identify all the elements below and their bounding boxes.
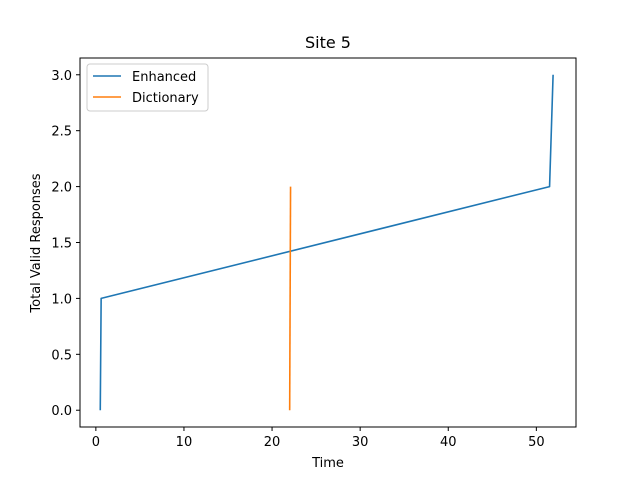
y-tick-label: 2.5 [51,125,72,140]
y-tick-label: 0.0 [51,404,72,419]
x-tick-label: 10 [176,435,193,450]
plot-frame [79,57,577,428]
y-axis-ticks: 0.0 0.5 1.0 1.5 2.0 2.5 3.0 [51,69,80,419]
y-tick-label: 3.0 [51,69,72,84]
x-tick-label: 30 [352,435,369,450]
y-axis-label: Total Valid Responses [29,173,44,313]
legend: Enhanced Dictionary [86,63,209,112]
legend-label-enhanced: Enhanced [132,70,196,85]
y-tick-label: 1.5 [51,237,72,252]
chart-title: Site 5 [305,33,351,52]
y-tick-label: 0.5 [51,348,72,363]
x-axis-ticks: 0 10 20 30 40 50 [92,427,545,450]
legend-label-dictionary: Dictionary [132,91,199,106]
plot-lines [99,74,554,411]
x-tick-label: 0 [92,435,100,450]
x-tick-label: 40 [440,435,457,450]
x-axis-label: Time [311,456,344,471]
x-tick-label: 50 [528,435,545,450]
series-line-enhanced [99,74,554,411]
series-line-dictionary [288,186,292,411]
y-tick-label: 2.0 [51,181,72,196]
y-tick-label: 1.0 [51,292,72,307]
x-tick-label: 20 [264,435,281,450]
